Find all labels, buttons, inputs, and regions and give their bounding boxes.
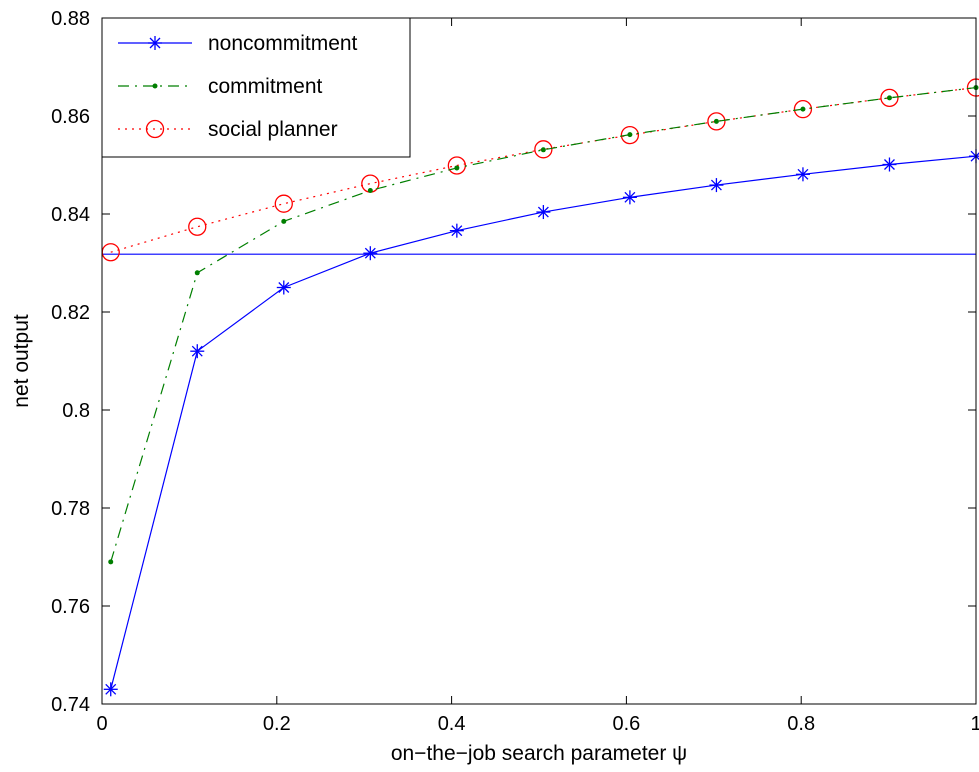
- y-tick-label: 0.84: [51, 204, 90, 226]
- point-commitment-9: [886, 95, 892, 101]
- point-noncommitment-5: [536, 205, 551, 220]
- point-commitment-8: [800, 106, 806, 112]
- point-noncommitment-9-stroke: [884, 159, 895, 170]
- series-line-social-planner: [110, 86, 977, 253]
- x-tick-label: 0: [96, 713, 107, 735]
- point-social-planner-6: [620, 125, 640, 145]
- point-noncommitment-0-stroke: [105, 683, 117, 695]
- point-noncommitment-9: [882, 157, 897, 172]
- point-commitment-5: [540, 147, 546, 153]
- y-axis-label: net output: [10, 314, 33, 408]
- axis-ticks: 0 0.2 0.4 0.6 0.8 1 0.74 0.76 0.78 0.8 0.82 0.84 0.8…: [51, 8, 979, 735]
- point-social-planner-7: [707, 112, 726, 131]
- legend-swatch-marker-noncommitment: [148, 36, 162, 50]
- y-tick-label: 0.82: [51, 302, 90, 324]
- x-tick-label: 1: [970, 713, 979, 735]
- legend-label-social-planner: social planner: [208, 118, 338, 141]
- point-commitment-1: [194, 270, 200, 276]
- legend-label-commitment: commitment: [208, 75, 323, 98]
- x-tick-label: 0.6: [612, 713, 640, 735]
- y-tick-label: 0.86: [51, 106, 90, 128]
- point-noncommitment-7: [709, 178, 724, 193]
- point-commitment-0: [108, 559, 114, 565]
- point-commitment-4: [454, 165, 460, 171]
- y-tick-label: 0.88: [51, 8, 90, 30]
- legend-swatch-marker-noncommitment-stroke: [149, 37, 161, 49]
- x-tick-label: 0.4: [438, 713, 466, 735]
- legend-swatch-marker-social-planner: [145, 119, 165, 139]
- point-noncommitment-0: [103, 682, 118, 697]
- point-noncommitment-2-stroke: [278, 282, 290, 293]
- x-tick-label: 0.2: [263, 713, 291, 735]
- y-tick-label: 0.78: [51, 498, 90, 520]
- point-noncommitment-3: [363, 246, 378, 261]
- point-noncommitment-4-stroke: [451, 225, 463, 237]
- point-social-planner-5: [534, 140, 553, 159]
- series-line-commitment: [110, 86, 977, 563]
- point-noncommitment-3-stroke: [364, 247, 376, 259]
- point-noncommitment-1: [190, 344, 205, 359]
- legend-entry-social-planner: social planner: [118, 118, 338, 141]
- point-commitment-7: [713, 118, 719, 124]
- point-social-planner-2: [274, 194, 293, 213]
- legend-entry-commitment: commitment: [118, 75, 323, 98]
- legend: noncommitment commitment social planner: [101, 17, 411, 158]
- point-social-planner-4: [447, 156, 466, 175]
- x-axis-label: on−the−job search parameter ψ: [391, 742, 687, 765]
- point-noncommitment-8: [795, 167, 810, 182]
- point-noncommitment-7-stroke: [710, 179, 722, 191]
- point-noncommitment-4: [449, 223, 464, 238]
- point-noncommitment-8-stroke: [797, 168, 809, 180]
- y-tick-label: 0.8: [62, 400, 90, 422]
- point-noncommitment-5-stroke: [537, 206, 549, 218]
- point-social-planner-1: [188, 217, 207, 236]
- point-commitment-2: [281, 218, 287, 224]
- point-noncommitment-6: [622, 190, 637, 205]
- point-commitment-3: [367, 187, 373, 193]
- point-noncommitment-1-stroke: [191, 345, 203, 357]
- y-tick-label: 0.74: [51, 694, 90, 716]
- y-tick-label: 0.76: [51, 596, 90, 618]
- legend-swatch-marker-commitment: [152, 83, 158, 89]
- point-noncommitment-2: [276, 280, 291, 295]
- x-tick-label: 0.8: [787, 713, 815, 735]
- point-commitment-6: [627, 132, 633, 138]
- legend-entry-noncommitment: noncommitment: [118, 32, 358, 55]
- plot-frame: [101, 17, 977, 705]
- point-social-planner-8: [793, 99, 813, 119]
- legend-label-noncommitment: noncommitment: [208, 32, 358, 55]
- point-noncommitment-6-stroke: [624, 191, 636, 203]
- point-social-planner-9: [880, 88, 899, 108]
